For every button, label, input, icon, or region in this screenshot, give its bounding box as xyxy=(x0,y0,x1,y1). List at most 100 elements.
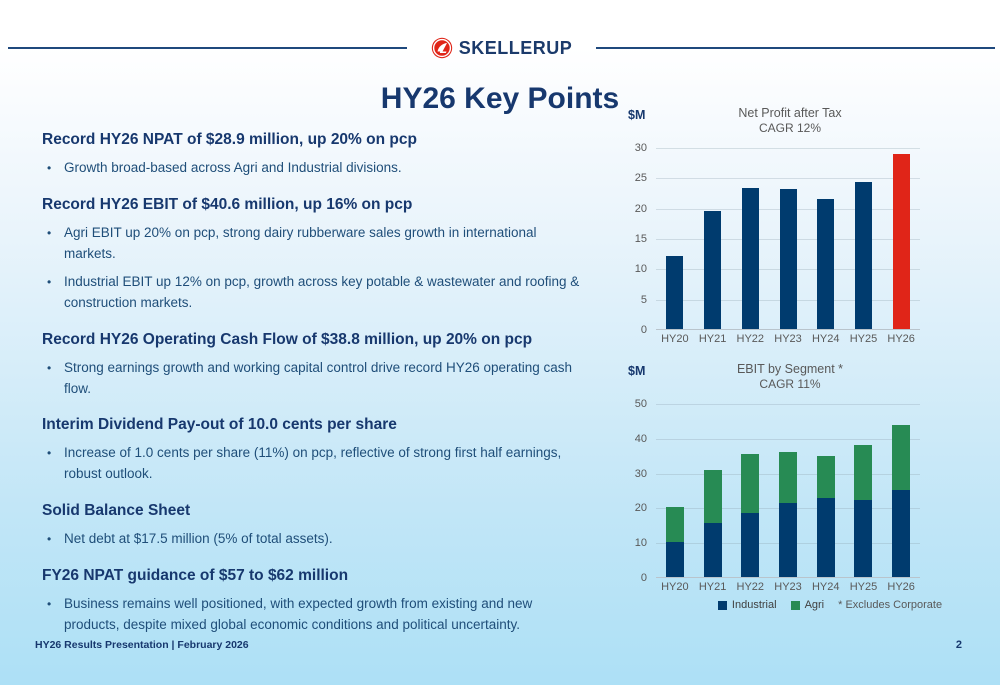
plot-area xyxy=(656,404,920,578)
y-axis-tick-label: 30 xyxy=(634,467,647,480)
bar-hy26 xyxy=(892,153,910,329)
bar-segment xyxy=(704,211,722,329)
bar-segment-agri xyxy=(703,469,722,524)
bullet-text: Industrial EBIT up 12% on pcp, growth ac… xyxy=(64,273,580,310)
bullet-marker: • xyxy=(47,532,52,547)
chart-ebit-by-segment: $M EBIT by Segment * CAGR 11% 0 10 20 30 40 50 HY… xyxy=(620,360,942,611)
bar-segment-agri xyxy=(779,452,798,504)
section-heading: FY26 NPAT guidance of $57 to $62 million xyxy=(42,567,349,585)
x-axis-label: HY25 xyxy=(849,581,878,593)
chart-body: 0 5 10 15 20 25 30 xyxy=(620,142,920,336)
bullet-item: • Increase of 1.0 cents per share (11%) o… xyxy=(42,443,590,485)
logo-text: SKELLERUP xyxy=(458,37,573,58)
footer-text: HY26 Results Presentation | February 202… xyxy=(35,639,249,651)
x-axis-label: HY21 xyxy=(698,333,727,345)
bar-segment-agri xyxy=(854,445,873,500)
bar-hy25 xyxy=(854,182,872,329)
chart-titles: Net Profit after Tax CAGR 12% xyxy=(660,106,920,135)
y-axis-tick-label: 50 xyxy=(634,398,647,410)
bar-segment xyxy=(666,256,684,329)
bar-column xyxy=(731,454,769,577)
y-axis: 0 10 20 30 40 50 xyxy=(620,398,656,584)
legend-item-agri: Agri xyxy=(790,599,825,611)
x-axis-label: HY24 xyxy=(811,581,840,593)
bar-hy22 xyxy=(741,188,759,329)
bar-segment-industrial xyxy=(703,523,722,577)
bar-column xyxy=(845,445,883,577)
bullet-marker: • xyxy=(47,597,52,612)
y-axis-tick-label: 20 xyxy=(634,202,647,215)
section-heading: Interim Dividend Pay-out of 10.0 cents p… xyxy=(42,416,397,434)
chart-legend: Industrial Agri * Excludes Corporate xyxy=(620,599,980,611)
bullet-text: Strong earnings growth and working capit… xyxy=(64,359,573,396)
bar-segment xyxy=(741,188,759,329)
bar-column xyxy=(731,188,769,329)
bullet-text: Increase of 1.0 cents per share (11%) on… xyxy=(64,445,562,482)
key-point-section: Record HY26 EBIT of $40.6 million, up 16… xyxy=(42,196,614,314)
legend-label: Agri xyxy=(804,599,825,611)
header-rule-right xyxy=(596,47,996,49)
chart-subtitle: CAGR 11% xyxy=(759,377,821,391)
gridline xyxy=(656,404,920,405)
bar-segment-agri xyxy=(892,425,911,490)
bar-hy25 xyxy=(854,445,873,577)
y-axis-tick-label: 10 xyxy=(634,537,647,550)
section-heading: Record HY26 Operating Cash Flow of $38.8… xyxy=(42,330,533,348)
y-axis-tick-label: 0 xyxy=(640,324,647,336)
x-axis-label: HY25 xyxy=(849,333,878,345)
gridline xyxy=(656,178,920,180)
x-axis-label: HY26 xyxy=(887,333,915,345)
bullet-item: • Industrial EBIT up 12% on pcp, growth a… xyxy=(42,272,590,314)
bullet-item: • Business remains well positioned, with … xyxy=(42,594,590,636)
bar-column xyxy=(769,189,807,329)
x-axis-label: HY21 xyxy=(698,581,727,593)
bar-segment xyxy=(817,198,835,329)
x-axis-label: HY20 xyxy=(661,581,689,593)
bar-hy21 xyxy=(703,469,722,577)
bar-segment-agri xyxy=(741,454,760,513)
x-axis-label: HY24 xyxy=(811,333,840,345)
bar-column xyxy=(882,153,920,329)
bar-segment-agri xyxy=(816,456,835,499)
y-axis-tick-label: 20 xyxy=(634,502,647,515)
chart-net-profit-after-tax: $M Net Profit after Tax CAGR 12% 0 5 10 15 20 25… xyxy=(620,104,920,345)
bullet-marker: • xyxy=(47,446,52,461)
plot-area xyxy=(656,148,920,330)
gridline xyxy=(656,438,920,440)
bar-segment-agri xyxy=(665,507,684,543)
chart-header: $M Net Profit after Tax CAGR 12% xyxy=(620,104,920,148)
bar-hy20 xyxy=(666,256,684,329)
x-axis-label: HY22 xyxy=(736,333,765,345)
y-axis-tick-label: 5 xyxy=(640,293,647,306)
key-point-section: Interim Dividend Pay-out of 10.0 cents p… xyxy=(42,416,614,485)
bar-segment xyxy=(892,153,910,329)
bullet-marker: • xyxy=(47,225,52,240)
legend-label: Industrial xyxy=(731,599,777,611)
bar-segment-industrial xyxy=(892,490,911,577)
bar-segment-industrial xyxy=(816,498,835,577)
header-rule-left xyxy=(8,47,407,49)
y-axis-tick-label: 30 xyxy=(634,142,647,154)
y-axis-tick-label: 25 xyxy=(634,172,647,185)
bar-segment-industrial xyxy=(665,542,684,577)
bullet-marker: • xyxy=(47,360,52,375)
bullet-text: Net debt at $17.5 million (5% of total a… xyxy=(64,531,333,547)
x-axis: HY20 HY21 HY22 HY23 HY24 HY25 HY26 xyxy=(656,581,920,593)
y-axis: 0 5 10 15 20 25 30 xyxy=(620,142,656,336)
slide-header: SKELLERUP xyxy=(0,36,1000,60)
bullet-text: Growth broad-based across Agri and Indus… xyxy=(64,160,402,175)
bar-hy22 xyxy=(741,454,760,577)
bar-column xyxy=(807,198,845,329)
legend-swatch xyxy=(717,600,727,610)
bar-column xyxy=(807,456,845,577)
gridline xyxy=(656,148,920,149)
chart-title: Net Profit after Tax xyxy=(738,106,842,120)
bullet-item: • Strong earnings growth and working capi… xyxy=(42,358,590,400)
bullet-marker: • xyxy=(47,161,52,175)
page-number: 2 xyxy=(955,639,962,651)
bar-hy24 xyxy=(816,456,835,577)
section-heading: Solid Balance Sheet xyxy=(42,502,191,520)
bar-column xyxy=(882,425,920,577)
bar-column xyxy=(694,211,732,329)
